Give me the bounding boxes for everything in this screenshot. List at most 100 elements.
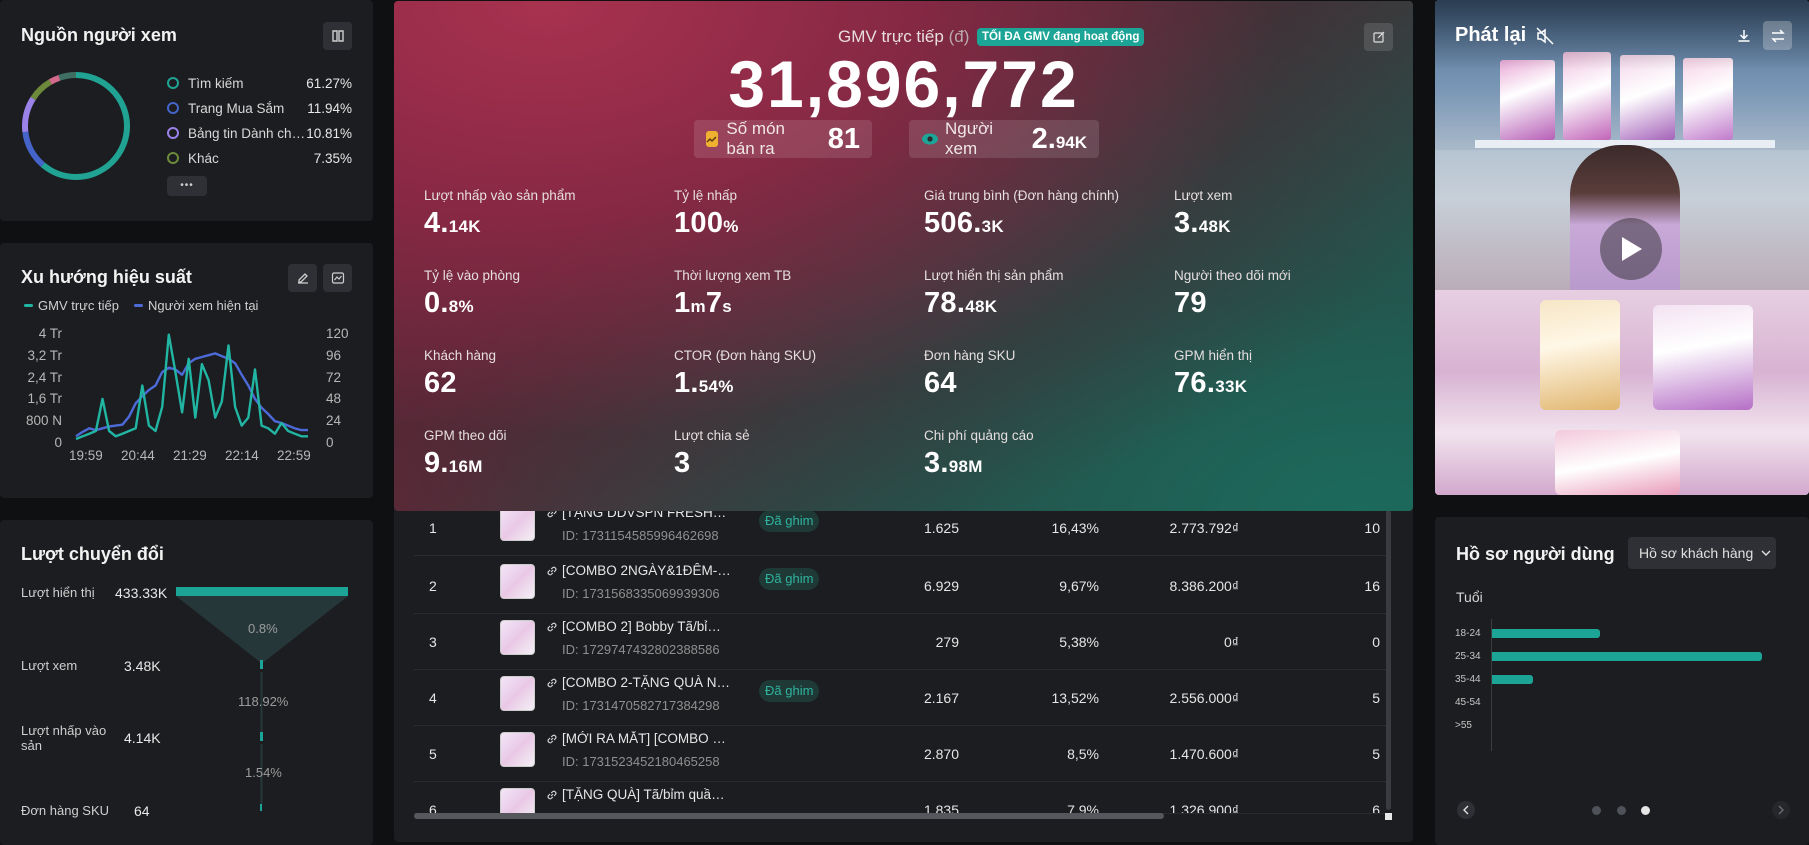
video-product-box [1683, 58, 1733, 140]
traffic-source-panel: Nguồn người xem Tìm kiếm 61.27% Trang Mua … [0, 0, 373, 221]
x-tick: 19:59 [69, 448, 103, 463]
link-icon[interactable] [546, 620, 558, 632]
gmv-max-badge: TỐI ĐA GMV đang hoạt động [977, 28, 1145, 46]
traffic-source-label: Khác [188, 150, 219, 166]
trend-edit-button[interactable] [288, 264, 317, 292]
live-gmv-hero: GMV trực tiếp (đ) TỐI ĐA GMV đang hoạt đ… [394, 1, 1413, 511]
age-group-label: 18-24 [1455, 628, 1481, 639]
mute-icon[interactable] [1535, 26, 1555, 46]
viewers-label: Người xem [945, 119, 994, 158]
metric-value-main: 76. [1174, 367, 1216, 399]
x-tick: 21:29 [173, 448, 207, 463]
link-icon[interactable] [546, 732, 558, 744]
metric-label: Người theo dõi mới [1174, 268, 1291, 283]
legend-label: Người xem hiện tại [148, 298, 259, 313]
legend-swatch [24, 304, 33, 307]
product-list-panel [394, 500, 1413, 842]
download-button[interactable] [1730, 22, 1758, 50]
items-sold-label: Số món bán ra [726, 119, 785, 158]
y-right-tick: 120 [326, 326, 349, 341]
product-name[interactable]: [COMBO 2] Bobby Tã/bỉm dán ... [562, 619, 732, 634]
metric-value: 0.8% [424, 287, 664, 320]
link-icon[interactable] [546, 564, 558, 576]
product-name[interactable]: [COMBO 2NGÀY&1ĐÊM-TẶNG QUÀ] [562, 563, 732, 578]
table-row[interactable]: 1[TẶNG DDVSPN FRESH&CARE] Tã/bỉmID: 1731… [414, 500, 1390, 556]
trend-legend-viewers: Người xem hiện tại [134, 298, 258, 313]
product-gmv: 1.470.600₫ [1169, 746, 1239, 762]
conversion-funnel-graphic [176, 587, 348, 811]
profile-type-dropdown[interactable]: Hồ sơ khách hàng [1628, 537, 1776, 569]
traffic-source-view-button[interactable] [323, 22, 352, 50]
trend-legend-gmv: GMV trực tiếp [24, 298, 119, 313]
traffic-source-label: Trang Mua Sắm [188, 100, 285, 116]
metric-item: Chi phí quảng cáo 3.98M [924, 428, 1164, 480]
viewers-pill: Người xem 2.94K [909, 119, 1099, 158]
product-thumbnail [500, 732, 535, 767]
carousel-next-button[interactable] [1772, 801, 1790, 819]
carousel-prev-button[interactable] [1457, 801, 1475, 819]
product-rate: 16,43% [1051, 520, 1099, 536]
product-thumbnail [500, 564, 535, 599]
metric-value-main: 506. [924, 207, 982, 239]
metric-value-main: 62 [424, 367, 457, 399]
y-right-tick: 24 [326, 413, 342, 429]
hero-edit-button[interactable] [1364, 23, 1393, 51]
funnel-bar-orders [260, 804, 262, 811]
edit-icon [297, 273, 308, 284]
product-orders: 5 [1372, 690, 1380, 706]
legend-dot [167, 127, 179, 139]
traffic-source-pct: 7.35% [313, 150, 352, 166]
traffic-source-pct: 61.27% [306, 75, 352, 91]
product-clicks: 6.929 [923, 578, 959, 594]
y-left-tick: 800 N [25, 413, 62, 429]
product-name[interactable]: [COMBO 2-TẶNG QUÀ NGẪU NHIÊN] [562, 675, 732, 690]
play-button[interactable] [1600, 218, 1662, 280]
gmv-label-unit: (đ) [948, 27, 970, 46]
x-tick: 22:59 [277, 448, 311, 463]
table-scrollbar-horizontal[interactable] [414, 813, 1164, 819]
user-profile-title: Hồ sơ người dùng [1456, 544, 1615, 564]
traffic-source-pct: 10.81% [306, 125, 352, 141]
funnel-bar-views [260, 660, 263, 669]
switch-button[interactable] [1763, 21, 1792, 50]
metric-value: 3.48K [1174, 207, 1413, 240]
legend-swatch [134, 304, 143, 307]
traffic-source-item: Trang Mua Sắm 11.94% [167, 98, 352, 118]
metric-label: Đơn hàng SKU [924, 348, 1016, 363]
video-product-pack [1653, 305, 1753, 410]
product-name[interactable]: [TẶNG QUÀ] Tã/bỉm quần cao ... [562, 787, 732, 802]
viewers-value-main: 2. [1031, 122, 1056, 155]
video-product-pack [1540, 300, 1620, 410]
carousel-dot[interactable] [1617, 806, 1626, 815]
row-index: 6 [429, 802, 437, 814]
carousel-dot[interactable] [1592, 806, 1601, 815]
age-group-bar [1492, 675, 1533, 684]
age-group-bar [1492, 652, 1762, 661]
trend-chart-button[interactable] [323, 264, 352, 292]
line-chart-icon [331, 272, 344, 284]
product-clicks: 2.870 [923, 746, 959, 762]
metric-label: Chi phí quảng cáo [924, 428, 1034, 443]
metric-value-unit: 48K [965, 297, 998, 316]
carousel-dot-active[interactable] [1641, 806, 1650, 815]
table-row[interactable]: 6 [TẶNG QUÀ] Tã/bỉm quần cao ... ID: 17314… [414, 782, 1390, 814]
replay-video-panel[interactable]: Phát lại [1435, 0, 1809, 495]
age-group-bar [1492, 629, 1600, 638]
table-scrollbar-vertical[interactable] [1386, 510, 1391, 810]
product-name[interactable]: [MỚI RA MẮT] [COMBO 2NGÀY ... [562, 731, 732, 746]
metric-item: Tỷ lệ nhấp 100% [674, 188, 914, 240]
trend-up-icon [706, 131, 719, 147]
product-rate: 8,5% [1067, 746, 1099, 762]
metric-value-main: 0. [424, 287, 449, 319]
table-row[interactable]: 4 [COMBO 2-TẶNG QUÀ NGẪU NHIÊN] ID: 173147… [414, 670, 1390, 726]
product-rate: 7,9% [1067, 802, 1099, 814]
traffic-more-button[interactable]: ••• [167, 176, 207, 196]
pinned-badge: Đã ghim [759, 510, 820, 532]
link-icon[interactable] [546, 676, 558, 688]
table-row[interactable]: 5 [MỚI RA MẮT] [COMBO 2NGÀY ... ID: 173152… [414, 726, 1390, 782]
metric-value: 1m7s [674, 287, 914, 320]
metric-item: Thời lượng xem TB 1m7s [674, 268, 914, 320]
table-row[interactable]: 2 [COMBO 2NGÀY&1ĐÊM-TẶNG QUÀ] ID: 17315683… [414, 558, 1390, 614]
link-icon[interactable] [546, 788, 558, 800]
table-row[interactable]: 3 [COMBO 2] Bobby Tã/bỉm dán ... ID: 17297… [414, 614, 1390, 670]
